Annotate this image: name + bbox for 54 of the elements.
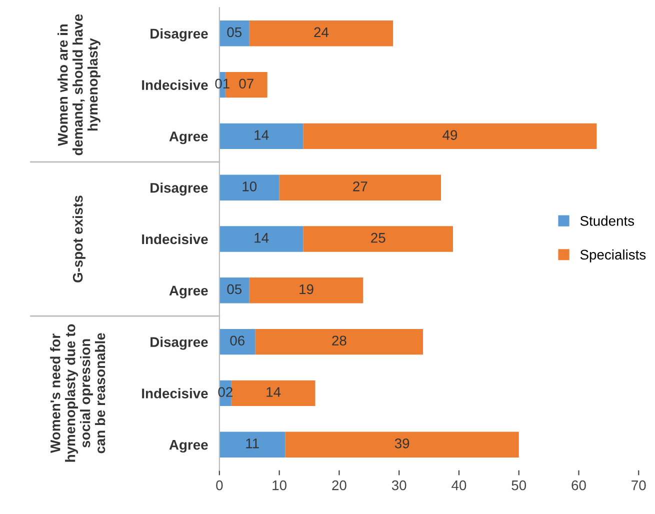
text: Women who are in demand, should have hymenoplasty [58,14,100,156]
bar [219,278,250,304]
data-label: 14 [266,387,281,397]
x-tick-label: 40 [452,480,466,490]
data-label: 14 [254,233,269,243]
data-label: 05 [227,27,242,38]
y-tick-label: Indecisive [142,234,208,244]
bar [249,20,394,46]
y-tick-label: Disagree [150,336,208,350]
data-label: 11 [246,438,259,448]
x-tick-label: 30 [392,480,406,490]
x-tick-label: 60 [572,480,586,490]
bar [279,174,441,200]
y-tick-label: Indecisive [142,388,208,398]
bar [219,432,286,458]
bar [219,226,304,252]
bar [219,20,250,46]
y-tick-label: Disagree [150,182,208,196]
y-tick-label: Indecisive [142,80,208,90]
data-label: 10 [242,182,257,192]
y-tick-label: Agree [169,440,208,453]
x-tick-label: 20 [332,480,346,490]
bar [303,226,453,252]
legend-label: Students [580,216,634,226]
data-label: 28 [332,336,346,346]
data-label: 19 [300,284,314,294]
data-label: 27 [353,182,368,192]
x-tick-label: 10 [272,480,286,490]
y-tick-label: Agree [169,286,208,298]
bar [219,174,280,200]
bar [255,328,424,355]
y-tick-label: Agree [169,132,208,144]
data-label: 49 [442,130,458,140]
x-tick-label: 70 [632,480,646,490]
data-label: 25 [371,232,386,243]
data-label: 05 [227,284,242,294]
bar [219,328,256,355]
data-label: 01 [215,78,230,89]
bar [219,123,304,150]
data-label: 06 [230,336,245,346]
legend-label: Specialists [580,249,646,262]
bar [231,380,316,406]
y-tick-label: Disagree [150,28,208,42]
data-label: 14 [254,130,269,140]
data-label: 39 [394,438,410,448]
x-tick-label: 0 [216,480,223,490]
text: Women's need for hymenoplasty due to social opression can be reasonable [50,324,106,462]
bar [285,432,519,458]
x-tick-label: 50 [512,480,526,490]
text: G-spot exists [72,196,86,282]
bar [249,278,364,304]
data-label: 24 [314,27,329,37]
bar [303,123,597,150]
data-label: 07 [239,78,254,89]
